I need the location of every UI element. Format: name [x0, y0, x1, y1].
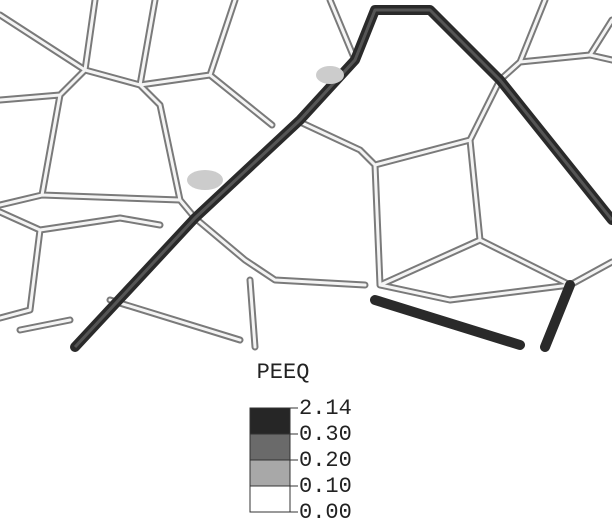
- legend-level-label: 0.10: [299, 474, 352, 499]
- legend-level-label: 0.20: [299, 448, 352, 473]
- legend-swatch: [249, 485, 291, 513]
- legend-level-label: 0.30: [299, 422, 352, 447]
- strain-patch: [187, 170, 223, 190]
- strain-patch: [316, 66, 344, 84]
- legend: PEEQ 2.140.300.200.100.00: [249, 360, 352, 525]
- cell-edges: [0, 0, 612, 352]
- foam-contour-plot: [0, 0, 612, 352]
- cell-wall-interior: [0, 0, 612, 349]
- legend-title: PEEQ: [257, 360, 310, 385]
- legend-level-label: 0.00: [299, 500, 352, 525]
- legend-swatch: [249, 459, 291, 487]
- legend-swatch: [249, 407, 291, 435]
- legend-swatch: [249, 433, 291, 461]
- plot-background: [0, 0, 612, 347]
- legend-level-label: 2.14: [299, 396, 352, 421]
- high-strain-core: [73, 8, 612, 349]
